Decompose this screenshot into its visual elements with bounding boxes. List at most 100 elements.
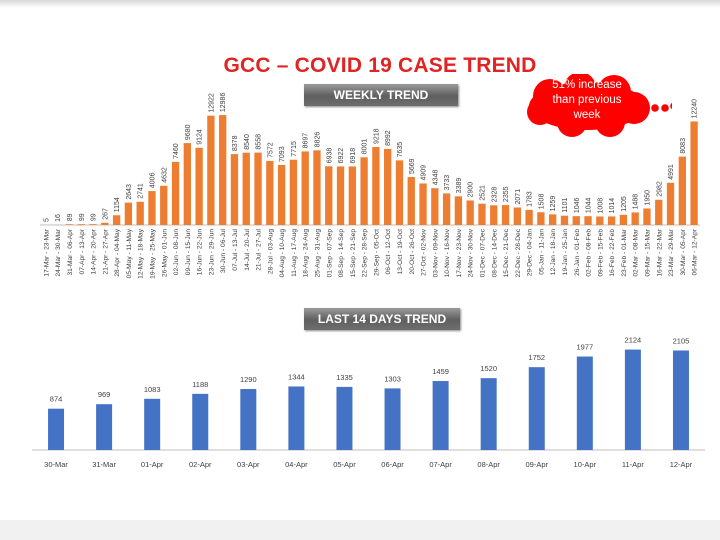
weekly-bar xyxy=(372,147,380,225)
daily-data-label: 1344 xyxy=(288,372,305,381)
daily-bar xyxy=(288,386,305,450)
weekly-bar xyxy=(501,205,510,225)
weekly-data-label: 1783 xyxy=(527,191,534,207)
daily-data-label: 1083 xyxy=(144,385,161,394)
weekly-data-label: 4348 xyxy=(432,170,439,186)
daily-bar xyxy=(672,350,689,450)
weekly-bar xyxy=(442,193,451,225)
callout-line-2: than previous xyxy=(552,94,622,106)
weekly-data-label: 12986 xyxy=(220,93,227,113)
daily-bar xyxy=(480,378,497,450)
weekly-category-label: 29-Dec - 04-Jan xyxy=(527,229,534,277)
weekly-category-label: 13-Oct - 19-Oct xyxy=(397,229,404,275)
weekly-data-label: 89 xyxy=(67,213,74,221)
weekly-bar xyxy=(325,166,333,225)
weekly-data-label: 7460 xyxy=(173,143,180,159)
weekly-data-label: 9218 xyxy=(373,128,380,144)
weekly-bar xyxy=(301,151,309,225)
weekly-data-label: 6918 xyxy=(350,148,357,164)
weekly-category-label: 02-Jun - 08-Jun xyxy=(173,229,180,276)
weekly-bar xyxy=(219,115,227,225)
daily-category-label: 08-Apr xyxy=(477,460,500,469)
weekly-data-label: 2521 xyxy=(479,185,486,201)
weekly-bar xyxy=(525,209,533,225)
weekly-category-label: 24-Mar - 30-Mar xyxy=(55,228,62,276)
weekly-bar xyxy=(549,214,557,225)
daily-bar xyxy=(528,367,545,450)
weekly-category-label: 15-Sep - 21-Sep xyxy=(350,229,357,278)
daily-category-label: 06-Apr xyxy=(381,460,404,469)
weekly-bar xyxy=(101,222,109,225)
weekly-category-label: 12-Jan - 18-Jan xyxy=(550,229,557,276)
daily-bar xyxy=(48,408,65,450)
weekly-bar xyxy=(560,215,569,225)
daily-data-label: 969 xyxy=(98,390,111,399)
weekly-category-label: 03-Nov - 09-Nov xyxy=(432,228,439,277)
daily-trend-chart: 874 30-Mar 969 31-Mar 1083 01-Apr 1188 02-Apr 12… xyxy=(32,336,705,469)
weekly-bar xyxy=(572,216,580,225)
weekly-category-label: 08-Sep - 14-Sep xyxy=(338,229,345,278)
weekly-data-label: 267 xyxy=(102,208,109,220)
callout-text: 51% increase than previous week xyxy=(522,78,652,123)
daily-bar xyxy=(624,349,641,450)
daily-data-label: 2124 xyxy=(625,336,642,345)
daily-category-label: 09-Apr xyxy=(525,460,548,469)
weekly-bar xyxy=(207,115,215,225)
weekly-data-label: 8992 xyxy=(385,130,392,146)
weekly-category-label: 23-Feb - 01-Mar xyxy=(621,228,628,276)
daily-bar xyxy=(192,393,209,450)
weekly-bar xyxy=(230,154,239,225)
weekly-bar xyxy=(619,214,628,225)
weekly-bar xyxy=(336,166,345,225)
weekly-category-label: 24-Nov - 30-Nov xyxy=(468,228,475,277)
weekly-category-label: 05-May - 11-May xyxy=(126,228,133,278)
weekly-data-label: 7715 xyxy=(291,141,298,157)
weekly-bar xyxy=(655,199,663,225)
weekly-bar xyxy=(631,212,639,225)
weekly-category-label: 06-Mar - 12-Apr xyxy=(692,228,699,275)
weekly-category-label: 16-Feb - 22-Feb xyxy=(609,229,616,277)
weekly-data-label: 3389 xyxy=(456,178,463,194)
weekly-bar xyxy=(584,216,592,225)
weekly-data-label: 1008 xyxy=(597,198,604,214)
weekly-bar xyxy=(195,147,203,225)
weekly-category-label: 16-Jun - 22-Jun xyxy=(197,229,204,276)
weekly-bar xyxy=(313,150,321,225)
weekly-category-label: 16-Mar - 22-Mar xyxy=(656,228,663,276)
callout-line-3: week xyxy=(573,109,601,121)
weekly-data-label: 12922 xyxy=(208,93,215,113)
daily-category-label: 01-Apr xyxy=(141,460,164,469)
daily-data-label: 1459 xyxy=(432,367,449,376)
weekly-data-label: 2900 xyxy=(468,182,475,198)
weekly-category-label: 25-Aug - 31-Aug xyxy=(314,229,321,278)
weekly-data-label: 2982 xyxy=(656,181,663,197)
weekly-data-label: 9124 xyxy=(197,129,204,145)
weekly-category-label: 23-Mar - 29-Mar xyxy=(668,228,675,276)
daily-category-label: 12-Apr xyxy=(670,460,693,469)
weekly-category-label: 26-May - 01-Jun xyxy=(161,229,168,277)
weekly-data-label: 4991 xyxy=(668,164,675,180)
weekly-bar xyxy=(466,200,474,225)
weekly-data-label: 8558 xyxy=(256,134,263,150)
daily-category-label: 30-Mar xyxy=(44,460,68,469)
weekly-bar xyxy=(666,182,675,225)
weekly-bar xyxy=(384,148,392,225)
daily-category-label: 05-Apr xyxy=(333,460,356,469)
daily-category-label: 03-Apr xyxy=(237,460,260,469)
weekly-data-label: 1154 xyxy=(114,197,121,212)
daily-data-label: 1303 xyxy=(384,374,401,383)
weekly-category-label: 02-Mar - 08-Mar xyxy=(633,228,640,276)
weekly-data-label: 1488 xyxy=(633,194,640,210)
weekly-data-label: 2643 xyxy=(126,184,133,200)
weekly-category-label: 27-Oct - 02-Nov xyxy=(421,228,428,276)
weekly-bar xyxy=(643,208,651,225)
weekly-data-label: 6938 xyxy=(326,148,333,164)
weekly-category-label: 10-Nov - 16-Nov xyxy=(444,228,451,277)
weekly-bar xyxy=(596,216,604,225)
weekly-trend-chart: 5 17-Mar - 23-Mar 16 24-Mar - 30-Mar 89 31-Ma… xyxy=(40,93,700,279)
weekly-bar xyxy=(537,212,545,225)
daily-trend-banner: LAST 14 DAYS TREND xyxy=(304,308,460,330)
weekly-category-label: 07-Apr - 13-Apr xyxy=(79,228,86,274)
weekly-bar xyxy=(678,156,686,225)
weekly-data-label: 2071 xyxy=(515,189,522,205)
